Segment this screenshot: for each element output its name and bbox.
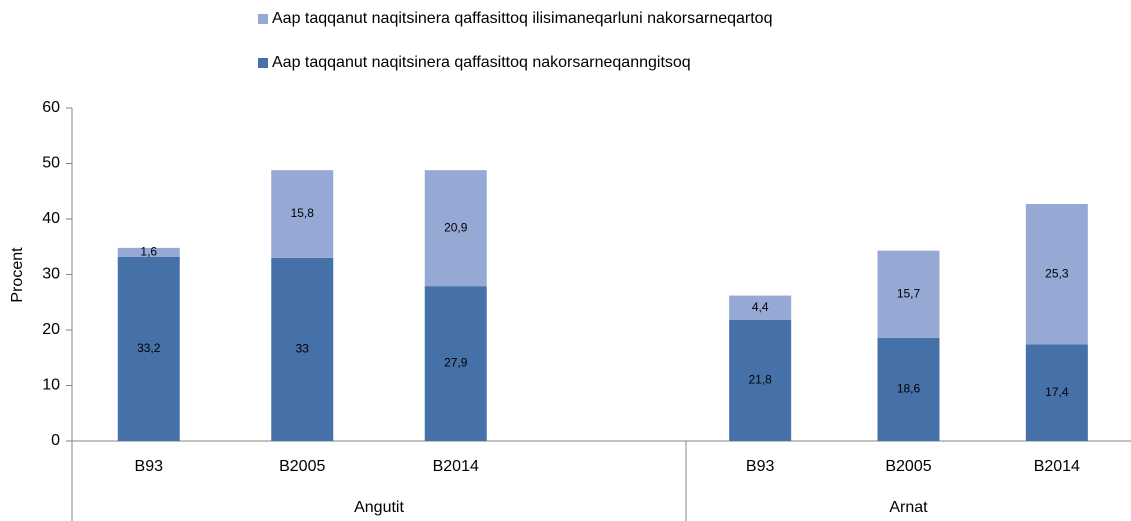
x-tick-label: B2005 xyxy=(279,458,325,475)
x-tick-label: B2014 xyxy=(433,458,479,475)
y-tick-label: 0 xyxy=(51,432,60,449)
bar-segment xyxy=(117,247,180,257)
data-label: 4,4 xyxy=(752,300,769,314)
bar-segment xyxy=(1025,204,1088,345)
x-tick-label: B2005 xyxy=(885,458,931,475)
data-label: 17,4 xyxy=(1045,385,1069,399)
x-tick-label: B93 xyxy=(135,458,164,475)
bar-segment xyxy=(877,337,940,441)
bar-segment xyxy=(877,250,940,338)
y-tick-label: 30 xyxy=(42,266,60,283)
bar-segment xyxy=(271,170,334,258)
data-label: 20,9 xyxy=(444,220,468,234)
bar-segment xyxy=(424,286,487,441)
y-tick-label: 60 xyxy=(42,99,60,116)
legend-swatch xyxy=(258,58,268,68)
data-label: 27,9 xyxy=(444,356,468,370)
bar-segment xyxy=(271,257,334,441)
y-tick-label: 50 xyxy=(42,155,60,172)
data-label: 15,7 xyxy=(897,286,921,300)
y-tick-label: 40 xyxy=(42,210,60,227)
legend-swatch xyxy=(258,14,268,24)
bar-segment xyxy=(117,256,180,441)
data-label: 1,6 xyxy=(140,244,157,258)
data-label: 18,6 xyxy=(897,382,921,396)
group-label: Arnat xyxy=(889,499,928,516)
bar-segment xyxy=(729,320,792,441)
y-axis-title: Procent xyxy=(9,247,26,303)
bar-segment xyxy=(729,295,792,321)
y-tick-label: 20 xyxy=(42,321,60,338)
bar-segment xyxy=(424,170,487,287)
data-label: 25,3 xyxy=(1045,266,1069,280)
y-tick-label: 10 xyxy=(42,377,60,394)
bar-segment xyxy=(1025,344,1088,441)
data-label: 33 xyxy=(296,342,310,356)
data-label: 33,2 xyxy=(137,341,161,355)
x-tick-label: B2014 xyxy=(1034,458,1080,475)
legend-label: Aap taqqanut naqitsinera qaffasittoq nak… xyxy=(272,54,691,71)
legend-label: Aap taqqanut naqitsinera qaffasittoq ili… xyxy=(272,10,772,27)
data-label: 15,8 xyxy=(291,206,315,220)
x-tick-label: B93 xyxy=(746,458,775,475)
group-label: Angutit xyxy=(354,499,404,516)
data-label: 21,8 xyxy=(748,373,772,387)
